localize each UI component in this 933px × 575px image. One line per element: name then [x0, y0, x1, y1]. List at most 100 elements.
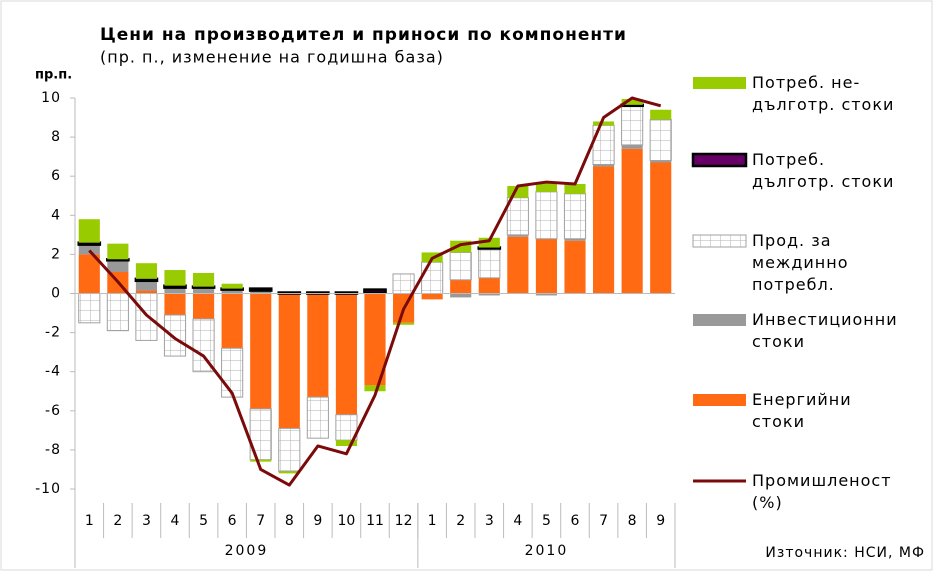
- bar: [564, 240, 586, 294]
- bar: [307, 293, 329, 398]
- bar: [250, 459, 272, 462]
- bar: [478, 277, 500, 294]
- bar: [564, 238, 586, 241]
- bar: [364, 293, 386, 386]
- bar: [135, 293, 158, 341]
- y-axis-label: пр.п.: [35, 68, 72, 83]
- bar: [535, 191, 558, 240]
- bar: [192, 318, 215, 373]
- bar: [621, 98, 643, 105]
- x-tick-label: 9: [313, 513, 322, 529]
- bar: [250, 293, 272, 409]
- bar: [621, 144, 643, 149]
- bar: [477, 246, 502, 250]
- bar: [650, 109, 672, 120]
- legend-label: Прод. за междинно потребл.: [752, 231, 849, 294]
- legend-swatch: [693, 394, 746, 406]
- bar: [621, 105, 644, 146]
- x-tick-label: 8: [628, 513, 637, 529]
- y-tick-label: -6: [45, 403, 61, 419]
- legend-label: Енергийни стоки: [752, 390, 852, 431]
- legend-label: Потреб. не-дълготр. стоки: [752, 73, 894, 114]
- x-tick-label: 9: [656, 513, 665, 529]
- bar: [164, 293, 186, 316]
- bar: [507, 236, 529, 294]
- group-label: 2009: [225, 543, 269, 559]
- x-tick-label: 4: [513, 513, 522, 529]
- bar: [593, 121, 615, 126]
- bar: [191, 285, 216, 289]
- bar: [135, 263, 157, 279]
- x-tick-label: 3: [142, 513, 151, 529]
- x-tick-label: 5: [199, 513, 208, 529]
- chart-subtitle: (пр. п., изменение на годишна база): [100, 48, 444, 67]
- bar: [78, 244, 100, 255]
- bar: [163, 314, 187, 357]
- x-tick-label: 2: [113, 513, 122, 529]
- bar: [364, 385, 386, 392]
- bar: [107, 260, 129, 272]
- x-tick-label: 11: [366, 513, 384, 529]
- bar: [593, 164, 615, 167]
- x-tick-label: 7: [599, 513, 608, 529]
- x-tick-label: 10: [338, 513, 356, 529]
- bar: [164, 270, 186, 286]
- bar: [449, 251, 472, 281]
- source: Източник: НСИ, МФ: [765, 545, 925, 561]
- bar: [193, 272, 215, 287]
- bar: [621, 148, 643, 294]
- x-tick-label: 7: [256, 513, 265, 529]
- legend-label: Промишленост (%): [752, 471, 892, 512]
- x-tick-label: 4: [171, 513, 180, 529]
- x-tick-label: 1: [428, 513, 437, 529]
- bar: [450, 279, 472, 294]
- y-tick-label: -4: [45, 364, 61, 380]
- bar: [478, 293, 500, 296]
- bar: [221, 283, 243, 289]
- y-tick-label: -8: [45, 442, 61, 458]
- bar: [78, 293, 101, 324]
- bar: [450, 240, 472, 253]
- bar: [335, 440, 357, 446]
- y-tick-label: 10: [41, 90, 61, 106]
- bar: [535, 238, 557, 294]
- x-tick-label: 6: [228, 513, 237, 529]
- bar: [363, 288, 387, 294]
- bar: [421, 293, 443, 300]
- bar: [221, 289, 243, 294]
- group-label: 2010: [525, 543, 569, 559]
- bar: [107, 243, 129, 260]
- bar: [650, 162, 672, 294]
- bar: [535, 182, 557, 192]
- x-tick-label: 3: [485, 513, 494, 529]
- bar: [393, 322, 415, 325]
- legend-swatch: [691, 152, 748, 168]
- legend-label: Инвестиционни стоки: [752, 310, 898, 351]
- bar: [421, 261, 444, 295]
- bar: [392, 273, 415, 295]
- bar: [620, 103, 644, 108]
- x-tick-label: 8: [285, 513, 294, 529]
- line: [88, 96, 662, 487]
- y-tick-label: -2: [45, 325, 61, 341]
- y-tick-label: 0: [51, 286, 61, 302]
- bar: [221, 293, 243, 349]
- bar: [507, 185, 529, 198]
- bar: [163, 284, 187, 289]
- bar: [563, 193, 587, 240]
- bar: [478, 248, 501, 279]
- bar: [649, 119, 672, 162]
- x-tick-label: 6: [571, 513, 580, 529]
- y-tick-label: 8: [51, 129, 61, 145]
- bar: [278, 471, 300, 474]
- legend-label: Потреб. дълготр. стоки: [752, 150, 894, 191]
- bar: [106, 258, 130, 262]
- y-tick-label: 4: [51, 207, 61, 223]
- chart-title: Цени на производител и приноси по компон…: [100, 25, 627, 45]
- x-tick-label: 1: [85, 513, 94, 529]
- bar: [250, 290, 272, 294]
- bar: [278, 427, 301, 472]
- bar: [450, 293, 472, 298]
- bar: [306, 396, 329, 439]
